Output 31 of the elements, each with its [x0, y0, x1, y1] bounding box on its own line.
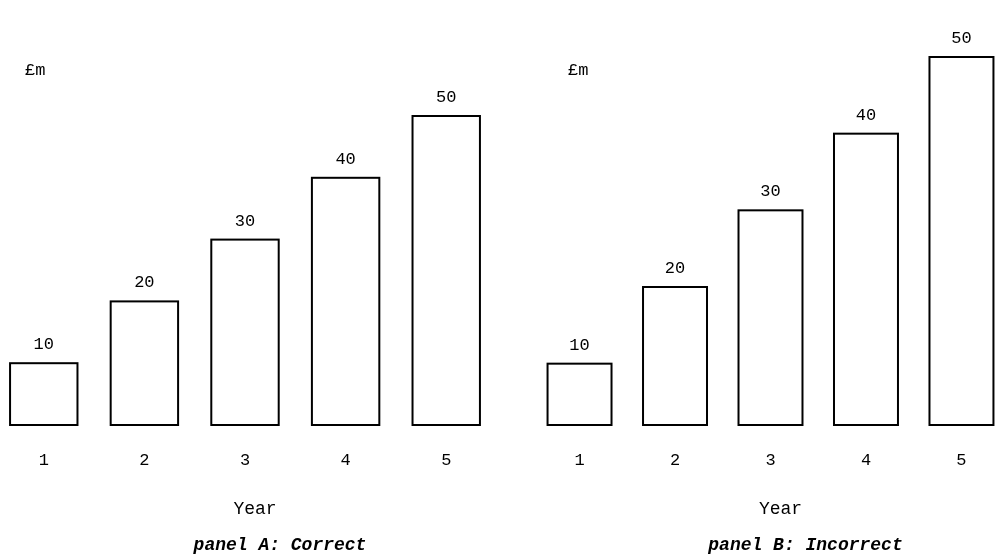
data-label: 50 — [436, 88, 457, 107]
x-tick-label: 5 — [956, 451, 967, 470]
x-tick-label: 3 — [765, 451, 776, 470]
x-tick-label: 2 — [669, 451, 681, 470]
bar — [210, 238, 280, 426]
text: panel A: Correct — [192, 535, 367, 555]
y-axis-title: £m — [568, 61, 589, 80]
data-label: 50 — [951, 29, 972, 48]
bar — [411, 115, 481, 426]
x-tick-label: 5 — [441, 451, 452, 470]
data-label: 40 — [855, 105, 877, 125]
x-axis-title: Year — [758, 499, 803, 519]
x-tick-label: 2 — [139, 451, 150, 470]
data-label: 10 — [33, 335, 54, 355]
y-axis-title: £m — [25, 61, 46, 80]
data-label: 40 — [335, 149, 356, 169]
data-label: 20 — [134, 273, 155, 293]
x-tick-label: 4 — [340, 451, 351, 470]
x-axis-title: Year — [233, 499, 277, 519]
bar — [109, 300, 180, 426]
data-label: 30 — [234, 211, 256, 231]
x-tick-label: 3 — [239, 451, 251, 470]
bar — [9, 362, 79, 426]
data-label: 20 — [664, 259, 686, 278]
text: panel B: Incorrect — [707, 535, 903, 555]
bar — [310, 176, 381, 426]
data-label: 10 — [569, 335, 590, 355]
data-label: 30 — [760, 182, 781, 202]
x-tick-label: 1 — [38, 451, 49, 470]
x-tick-label: 4 — [860, 451, 872, 470]
x-tick-label: 1 — [574, 451, 585, 470]
